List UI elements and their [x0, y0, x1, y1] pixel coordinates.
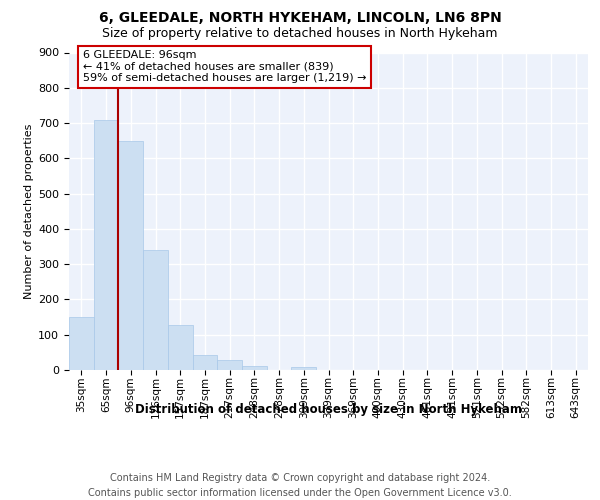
Bar — [217, 360, 242, 370]
Text: Contains HM Land Registry data © Crown copyright and database right 2024.
Contai: Contains HM Land Registry data © Crown c… — [88, 472, 512, 498]
Text: 6 GLEEDALE: 96sqm
← 41% of detached houses are smaller (839)
59% of semi-detache: 6 GLEEDALE: 96sqm ← 41% of detached hous… — [83, 50, 366, 83]
Y-axis label: Number of detached properties: Number of detached properties — [24, 124, 34, 299]
Bar — [118, 140, 143, 370]
Bar — [69, 317, 94, 370]
Text: Distribution of detached houses by size in North Hykeham: Distribution of detached houses by size … — [136, 402, 522, 415]
Text: 6, GLEEDALE, NORTH HYKEHAM, LINCOLN, LN6 8PN: 6, GLEEDALE, NORTH HYKEHAM, LINCOLN, LN6… — [98, 11, 502, 25]
Bar — [292, 367, 316, 370]
Bar — [193, 355, 217, 370]
Bar — [168, 325, 193, 370]
Bar — [143, 250, 168, 370]
Bar — [94, 120, 118, 370]
Text: Size of property relative to detached houses in North Hykeham: Size of property relative to detached ho… — [102, 28, 498, 40]
Bar — [242, 366, 267, 370]
